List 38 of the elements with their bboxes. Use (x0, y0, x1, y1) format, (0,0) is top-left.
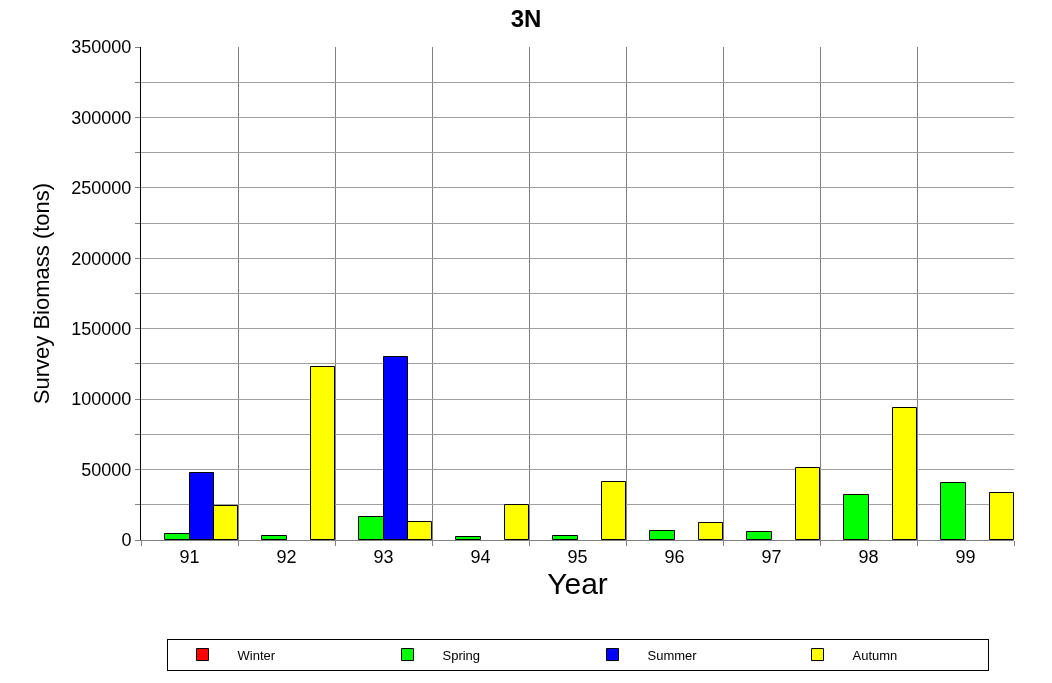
x-tick-label: 95 (567, 546, 588, 567)
bar (504, 504, 529, 540)
y-tick-label: 50000 (81, 459, 132, 480)
x-tick-label: 98 (858, 546, 879, 567)
x-tick-label: 93 (373, 546, 394, 567)
y-tick-label: 150000 (71, 319, 132, 340)
bar (310, 366, 335, 540)
x-tick-label: 97 (761, 546, 782, 567)
y-tick-label: 250000 (71, 178, 132, 199)
y-axis-title: Survey Biomass (tons) (29, 182, 55, 405)
x-tick-label: 91 (179, 546, 200, 567)
bar (746, 531, 772, 540)
bar (892, 407, 917, 540)
bar (455, 536, 481, 540)
chart-title: 3N (510, 5, 542, 33)
bar (601, 481, 626, 540)
legend-label: Summer (647, 647, 698, 663)
legend-label: Winter (237, 647, 276, 663)
x-tick-label: 96 (664, 546, 685, 567)
y-tick-label: 200000 (71, 248, 132, 269)
bar (698, 522, 723, 540)
bar (843, 494, 869, 540)
bar (552, 535, 578, 540)
y-tick-label: 350000 (71, 37, 132, 58)
x-tick-label: 99 (955, 546, 976, 567)
legend-label: Autumn (852, 647, 898, 663)
bar (261, 535, 287, 540)
legend-label: Spring (442, 647, 481, 663)
bar (989, 492, 1014, 540)
x-axis-title: Year (547, 566, 608, 600)
bar (795, 467, 820, 540)
bar (649, 530, 675, 540)
x-tick-label: 94 (470, 546, 491, 567)
y-tick-label: 300000 (71, 107, 132, 128)
bar (940, 482, 966, 540)
y-tick-label: 100000 (71, 389, 132, 410)
x-tick-label: 92 (276, 546, 297, 567)
y-tick-label: 0 (121, 530, 132, 551)
